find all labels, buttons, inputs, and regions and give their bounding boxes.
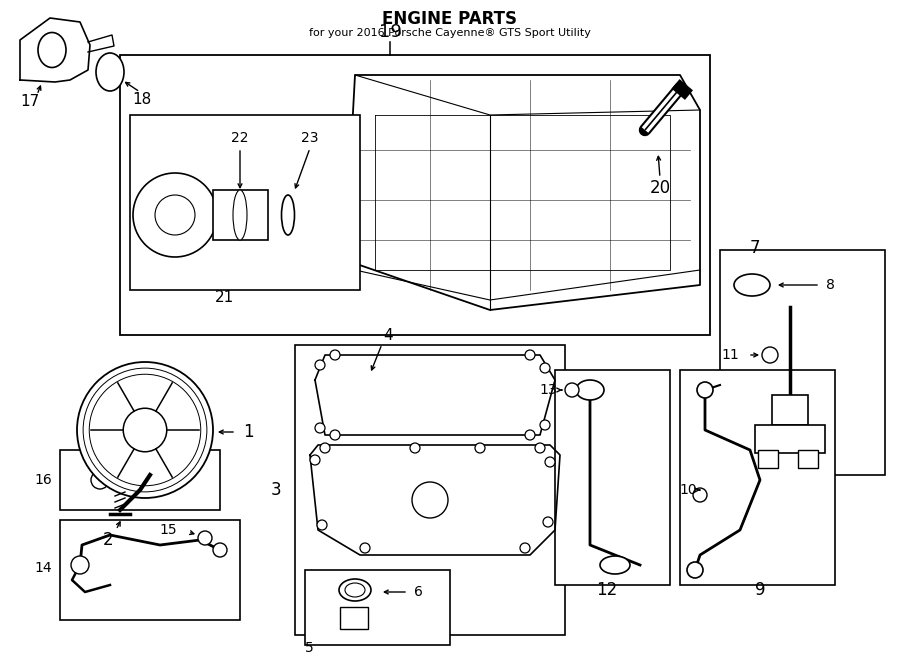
Text: 5: 5	[305, 641, 314, 655]
Circle shape	[155, 195, 195, 235]
Text: 16: 16	[34, 473, 52, 487]
Circle shape	[139, 179, 211, 251]
Text: for your 2016 Porsche Cayenne® GTS Sport Utility: for your 2016 Porsche Cayenne® GTS Sport…	[309, 28, 591, 38]
Text: 12: 12	[597, 581, 617, 599]
Circle shape	[525, 350, 535, 360]
Text: 20: 20	[650, 179, 670, 197]
Bar	[755, 425, 825, 453]
Bar	[130, 115, 360, 290]
Ellipse shape	[233, 190, 247, 240]
Text: 13: 13	[539, 383, 557, 397]
Text: 19: 19	[379, 23, 401, 41]
Circle shape	[198, 531, 212, 545]
Text: 22: 22	[231, 131, 248, 145]
Circle shape	[762, 347, 778, 363]
Circle shape	[697, 382, 713, 398]
Ellipse shape	[345, 583, 365, 597]
Ellipse shape	[734, 274, 770, 296]
Text: 7: 7	[750, 239, 760, 257]
Circle shape	[693, 488, 707, 502]
Ellipse shape	[339, 579, 371, 601]
Text: 3: 3	[271, 481, 282, 499]
Circle shape	[123, 408, 166, 451]
Bar	[213, 190, 268, 240]
Text: 15: 15	[159, 523, 176, 537]
Circle shape	[330, 350, 340, 360]
Circle shape	[412, 482, 448, 518]
Text: 11: 11	[721, 348, 739, 362]
Text: 10: 10	[680, 483, 697, 497]
Circle shape	[317, 520, 327, 530]
Bar	[772, 395, 808, 425]
Circle shape	[91, 471, 109, 489]
Circle shape	[133, 173, 217, 257]
Circle shape	[565, 383, 579, 397]
Bar	[680, 370, 835, 585]
Circle shape	[166, 471, 184, 489]
Text: 6: 6	[414, 585, 422, 599]
Text: ENGINE PARTS: ENGINE PARTS	[382, 10, 518, 28]
Text: 9: 9	[755, 581, 765, 599]
Text: 21: 21	[215, 290, 235, 305]
Circle shape	[83, 368, 207, 492]
Ellipse shape	[96, 53, 124, 91]
Circle shape	[520, 543, 530, 553]
Circle shape	[410, 443, 420, 453]
Bar	[555, 370, 670, 585]
Bar	[720, 250, 885, 475]
Text: 8: 8	[825, 278, 834, 292]
Circle shape	[360, 543, 370, 553]
Bar	[798, 450, 818, 468]
Text: 2: 2	[103, 531, 113, 549]
Ellipse shape	[321, 185, 343, 245]
Text: 4: 4	[383, 329, 392, 344]
Bar	[340, 607, 368, 629]
Circle shape	[320, 443, 330, 453]
Ellipse shape	[282, 195, 294, 235]
Bar	[120, 55, 710, 335]
Text: 17: 17	[21, 95, 40, 110]
Text: 14: 14	[34, 561, 52, 575]
Circle shape	[535, 443, 545, 453]
Circle shape	[543, 517, 553, 527]
Circle shape	[89, 374, 201, 486]
Circle shape	[142, 182, 208, 248]
Text: 18: 18	[132, 93, 151, 108]
Circle shape	[540, 363, 550, 373]
Bar	[305, 570, 450, 645]
Ellipse shape	[600, 556, 630, 574]
Text: 1: 1	[243, 423, 253, 441]
Circle shape	[71, 556, 89, 574]
Circle shape	[315, 423, 325, 433]
Circle shape	[475, 443, 485, 453]
Circle shape	[330, 430, 340, 440]
Bar	[758, 450, 778, 468]
Circle shape	[315, 360, 325, 370]
Circle shape	[525, 430, 535, 440]
Ellipse shape	[576, 380, 604, 400]
Circle shape	[213, 543, 227, 557]
Bar	[60, 520, 240, 620]
Circle shape	[687, 562, 703, 578]
Bar	[295, 345, 565, 635]
Circle shape	[136, 176, 214, 254]
Bar	[60, 450, 220, 510]
Circle shape	[310, 455, 320, 465]
Circle shape	[77, 362, 213, 498]
Text: 23: 23	[302, 131, 319, 145]
Circle shape	[540, 420, 550, 430]
Circle shape	[545, 457, 555, 467]
Ellipse shape	[38, 32, 66, 67]
